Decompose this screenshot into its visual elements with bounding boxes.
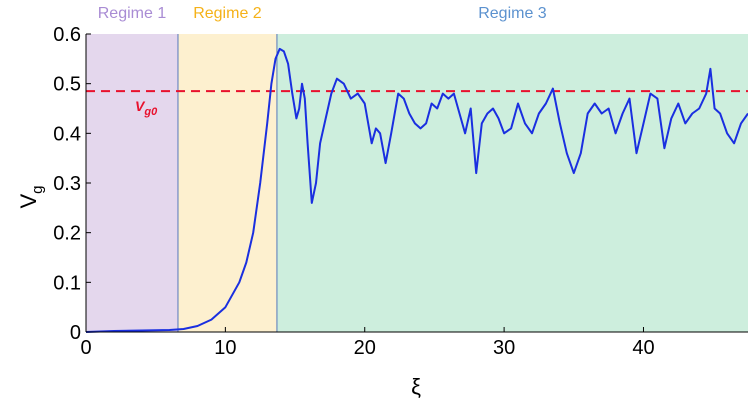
y-tick-label: 0.4 bbox=[53, 123, 81, 145]
regime-region-1 bbox=[86, 34, 178, 332]
regime-labels: Regime 1 Regime 2 Regime 3 bbox=[98, 5, 547, 22]
regime-label-1: Regime 1 bbox=[98, 5, 167, 22]
y-axis-title-sub: g bbox=[29, 185, 46, 193]
y-axis-title-main: V bbox=[16, 194, 41, 209]
ticks: 0 0.1 0.2 0.3 0.4 0.5 0.6 0 10 20 30 40 bbox=[53, 24, 654, 359]
y-axis-title: Vg bbox=[16, 185, 46, 208]
reference-line-label: Vg0 bbox=[135, 98, 158, 118]
regime-region-2 bbox=[177, 34, 277, 332]
regime-label-3: Regime 3 bbox=[478, 5, 547, 22]
x-axis-title: ξ bbox=[411, 374, 421, 399]
svg-text:Vg: Vg bbox=[16, 185, 46, 208]
x-tick-label: 30 bbox=[493, 337, 515, 359]
reference-line-label-sub: g0 bbox=[143, 106, 158, 118]
series-line-1 bbox=[85, 47, 748, 333]
y-tick-label: 0 bbox=[70, 322, 81, 344]
y-tick-label: 0.6 bbox=[53, 24, 81, 46]
x-tick-label: 20 bbox=[354, 337, 376, 359]
y-tick-label: 0.3 bbox=[53, 173, 81, 195]
x-tick-label: 0 bbox=[80, 337, 91, 359]
x-tick-label: 10 bbox=[214, 337, 236, 359]
y-tick-label: 0.1 bbox=[53, 272, 81, 294]
y-tick-label: 0.5 bbox=[53, 74, 81, 96]
reference-line-group: Vg0 bbox=[86, 90, 748, 118]
regime-region-3 bbox=[276, 34, 748, 332]
regime-label-2: Regime 2 bbox=[193, 5, 262, 22]
regime-regions bbox=[86, 34, 748, 332]
reference-line-label-main: V bbox=[135, 98, 146, 114]
y-tick-label: 0.2 bbox=[53, 223, 81, 245]
series-group bbox=[85, 47, 748, 333]
x-tick-label: 40 bbox=[632, 337, 654, 359]
